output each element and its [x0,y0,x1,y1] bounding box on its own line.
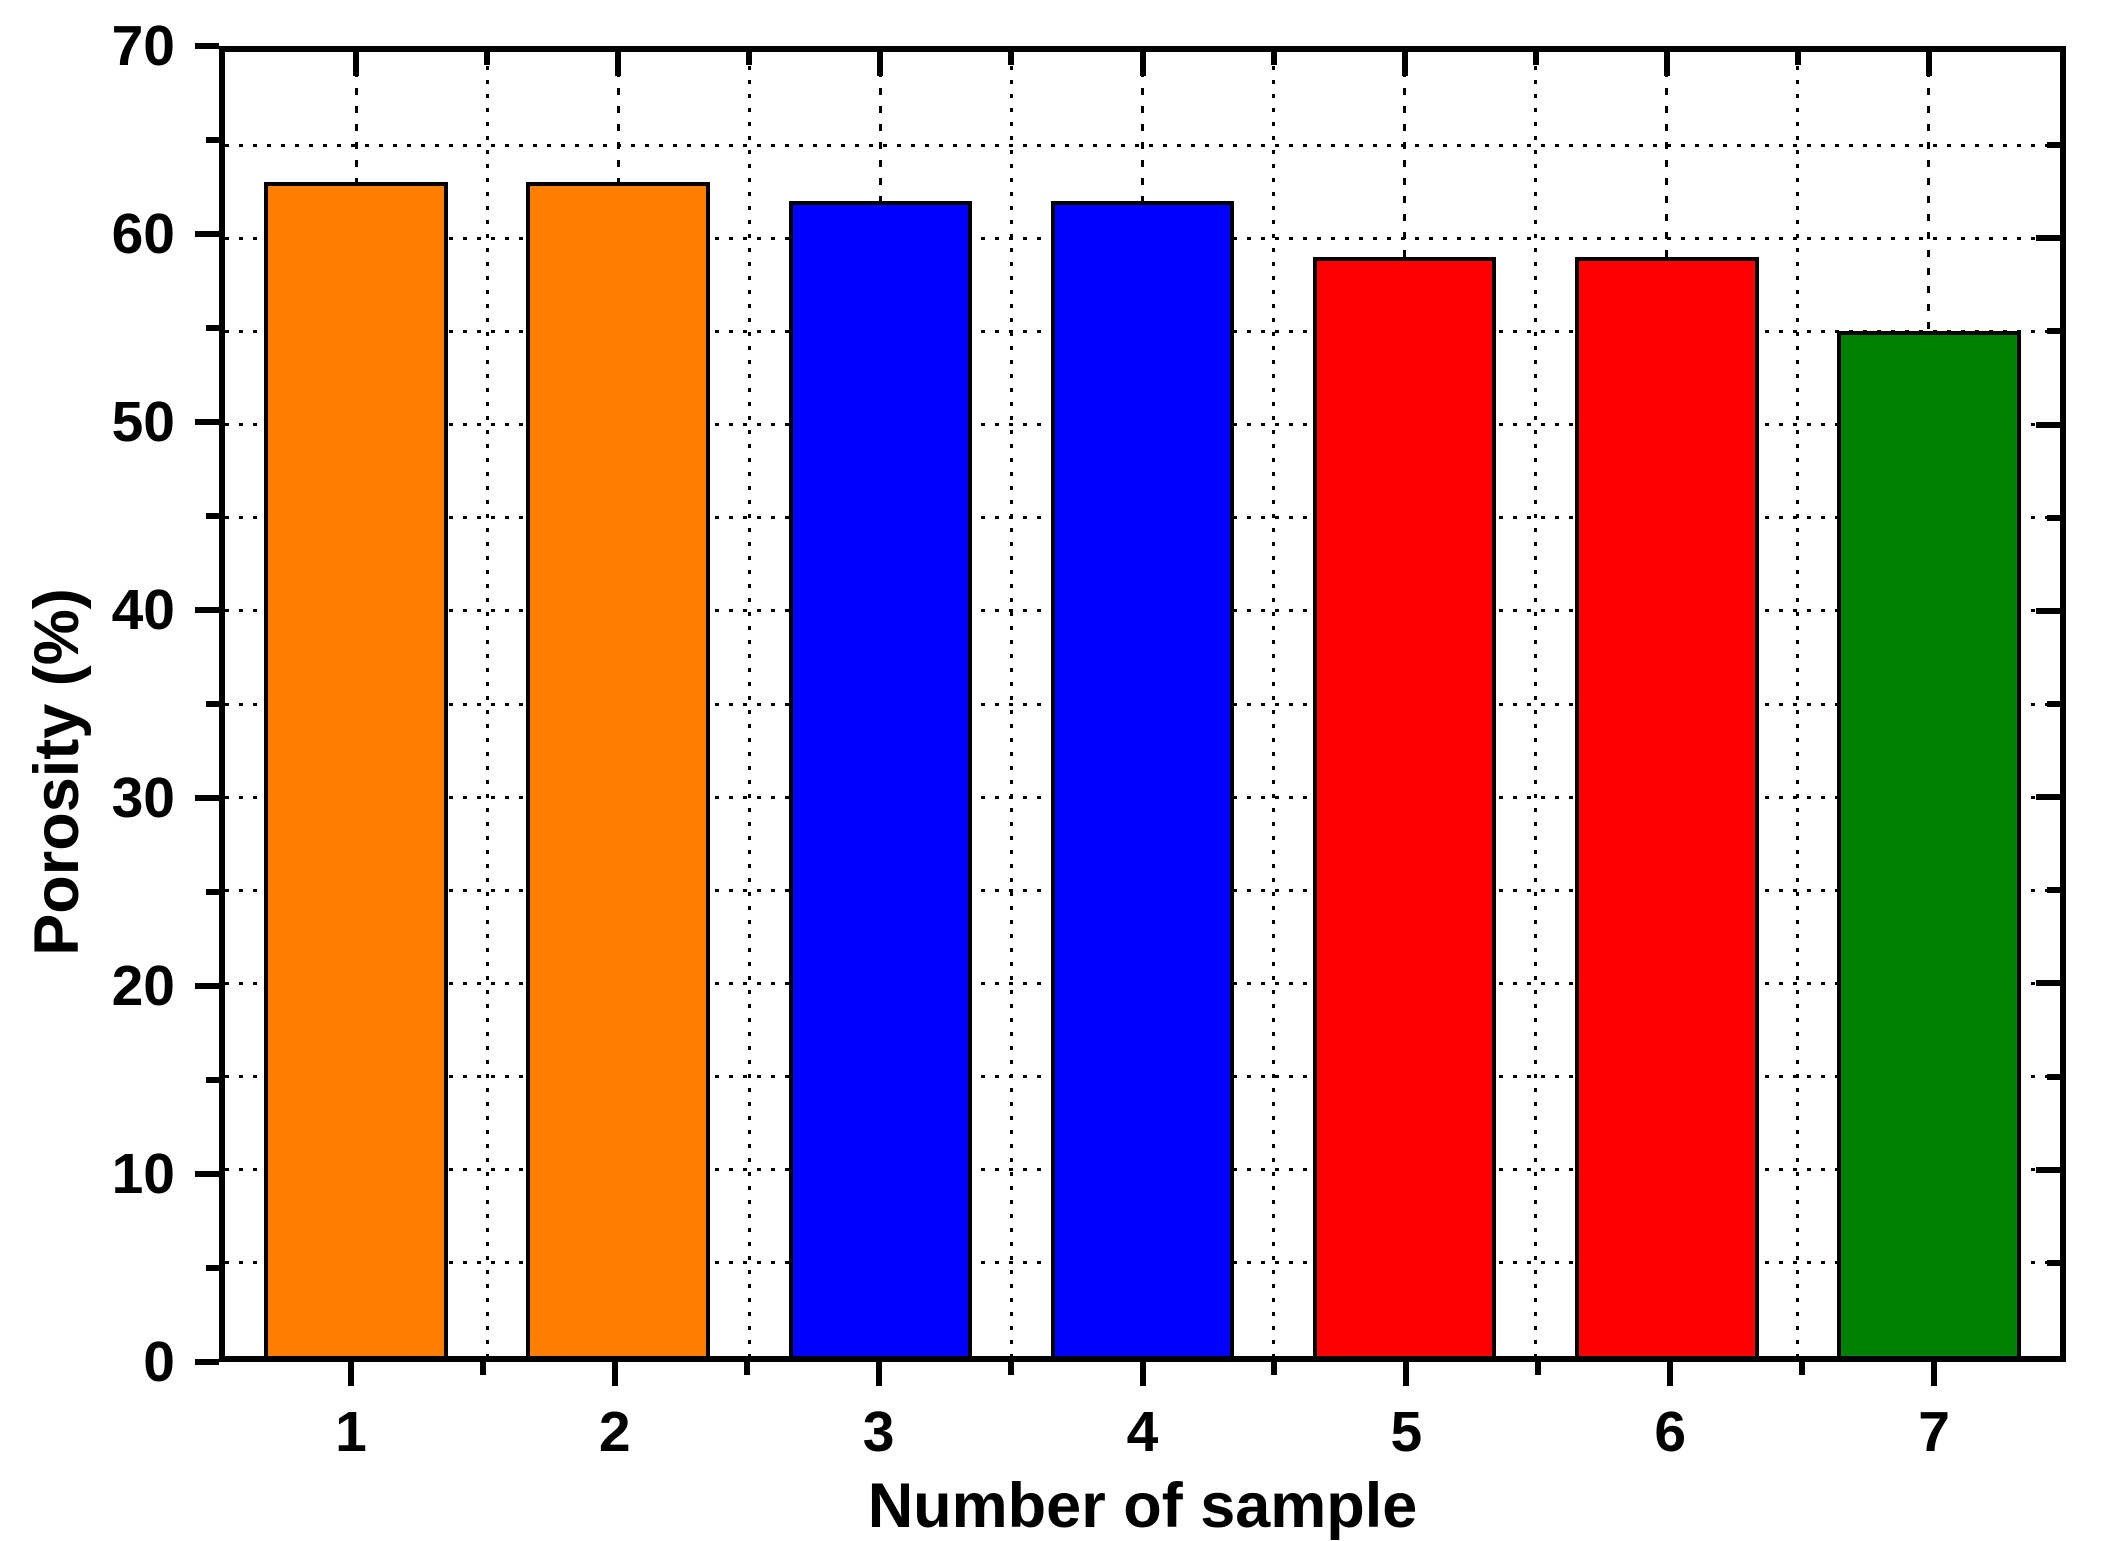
top-tick-major-7 [1925,52,1932,76]
bar-sample-6 [1575,256,1759,1356]
top-tick-major-1 [353,52,360,76]
top-tick-minor-1.5 [484,52,491,65]
v-gridline-1.5 [485,52,489,1356]
left-tick-major-0 [195,1359,219,1365]
top-tick-major-2 [615,52,622,76]
left-tick-minor-55 [206,325,219,331]
y-tick-label-40: 40 [111,578,175,642]
y-tick-label-50: 50 [111,390,175,454]
top-tick-minor-2.5 [746,52,753,65]
left-tick-major-10 [195,1171,219,1177]
x-tick-label-2: 2 [598,1400,631,1464]
right-tick-minor-55 [2047,328,2060,335]
y-tick-label-70: 70 [111,14,175,78]
top-tick-major-6 [1663,52,1670,76]
right-tick-major-50 [2036,421,2060,428]
bottom-tick-minor-6.5 [1799,1362,1806,1375]
v-gridline-2.5 [747,52,751,1356]
x-tick-label-4: 4 [1126,1400,1159,1464]
left-tick-major-60 [195,231,219,237]
right-tick-major-10 [2036,1166,2060,1173]
right-tick-major-30 [2036,794,2060,801]
x-tick-label-5: 5 [1390,1400,1423,1464]
top-tick-major-3 [877,52,884,76]
right-tick-minor-45 [2047,514,2060,521]
x-tick-label-3: 3 [862,1400,895,1464]
v-gridline-6.5 [1796,52,1800,1356]
left-tick-minor-15 [206,1077,219,1083]
y-tick-label-60: 60 [111,202,175,266]
left-tick-minor-25 [206,889,219,895]
left-tick-major-20 [195,983,219,989]
top-tick-minor-4.5 [1270,52,1277,65]
v-gridline-5.5 [1534,52,1538,1356]
bottom-tick-major-2 [611,1362,618,1386]
bottom-tick-major-3 [875,1362,882,1386]
bar-sample-5 [1312,256,1497,1356]
top-tick-minor-5.5 [1532,52,1539,65]
y-tick-label-10: 10 [111,1142,175,1206]
right-tick-major-60 [2036,235,2060,242]
top-tick-minor-3.5 [1008,52,1015,65]
x-tick-label-7: 7 [1918,1400,1950,1464]
top-tick-minor-6.5 [1794,52,1801,65]
bottom-tick-minor-3.5 [1007,1362,1014,1375]
y-tick-label-0: 0 [143,1330,175,1394]
bottom-tick-minor-5.5 [1535,1362,1542,1375]
left-tick-major-50 [195,419,219,425]
left-tick-minor-45 [206,513,219,519]
right-tick-minor-5 [2047,1259,2060,1266]
bottom-tick-minor-1.5 [479,1362,486,1375]
top-tick-major-5 [1401,52,1408,76]
x-tick-label-6: 6 [1654,1400,1687,1464]
bar-sample-2 [526,182,710,1356]
v-gridline-4.5 [1272,52,1276,1356]
right-tick-major-40 [2036,607,2060,614]
bottom-tick-minor-2.5 [743,1362,750,1375]
bar-sample-3 [788,201,973,1356]
left-tick-major-30 [195,795,219,801]
right-tick-minor-25 [2047,887,2060,894]
left-tick-minor-35 [206,701,219,707]
top-tick-major-4 [1139,52,1146,76]
right-tick-minor-65 [2047,142,2060,149]
right-tick-major-20 [2036,980,2060,987]
plot-area [219,46,2066,1362]
bar-sample-4 [1050,201,1235,1356]
right-tick-minor-15 [2047,1073,2060,1080]
x-axis-title: Number of sample [867,1471,1418,1541]
bottom-tick-major-5 [1403,1362,1410,1386]
y-tick-label-20: 20 [111,954,175,1018]
left-tick-minor-5 [206,1265,219,1271]
x-tick-label-1: 1 [335,1400,367,1464]
bottom-tick-major-6 [1667,1362,1674,1386]
v-gridline-3.5 [1009,52,1013,1356]
bottom-tick-major-7 [1931,1362,1938,1386]
bottom-tick-minor-4.5 [1271,1362,1278,1375]
bottom-tick-major-1 [347,1362,354,1386]
plot-inner [225,52,2060,1356]
left-tick-major-40 [195,607,219,613]
bottom-tick-major-4 [1139,1362,1146,1386]
bar-sample-1 [264,182,448,1356]
bar-sample-7 [1837,331,2021,1356]
y-tick-label-30: 30 [111,766,175,830]
left-tick-major-70 [195,43,219,49]
right-tick-minor-35 [2047,701,2060,707]
left-tick-minor-65 [206,137,219,143]
